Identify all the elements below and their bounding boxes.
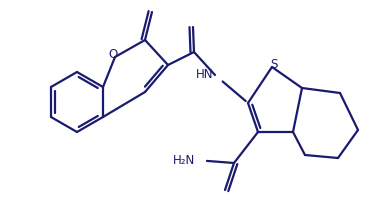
Text: HN: HN xyxy=(195,69,213,82)
Text: O: O xyxy=(108,48,118,61)
Text: H₂N: H₂N xyxy=(173,154,195,166)
Text: S: S xyxy=(270,57,278,70)
